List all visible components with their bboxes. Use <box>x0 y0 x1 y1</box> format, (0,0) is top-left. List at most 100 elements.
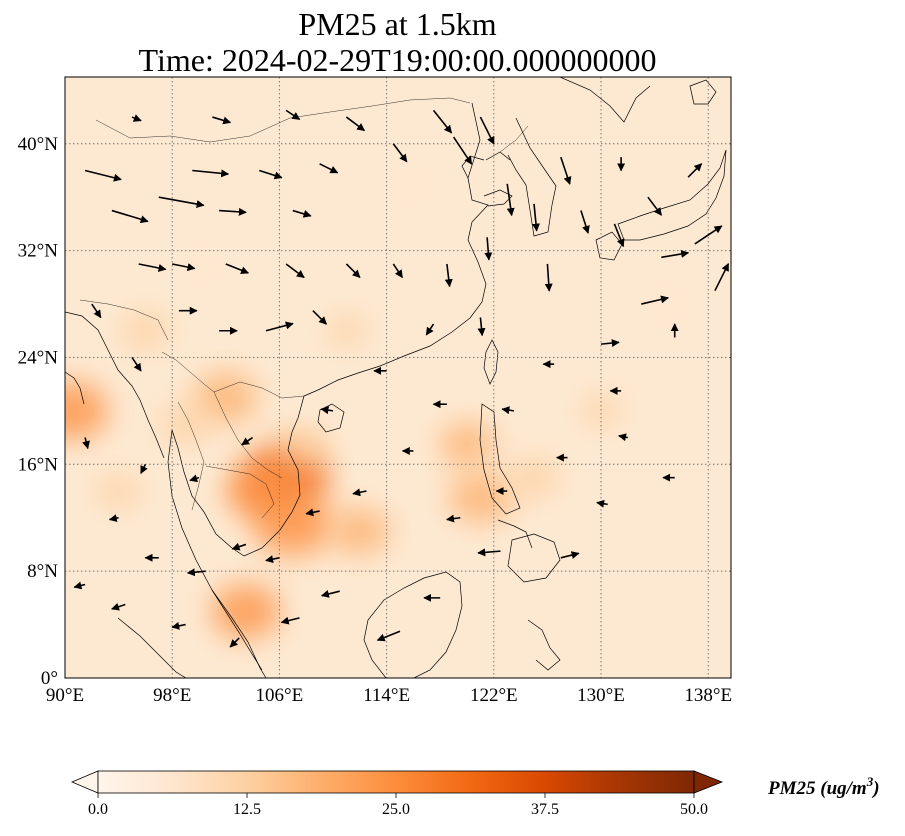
wind-vector-34 <box>265 555 280 564</box>
coastlines <box>65 77 727 678</box>
wind-vector-22 <box>345 263 361 279</box>
wind-vector-78 <box>131 114 142 122</box>
map-panel <box>64 76 732 679</box>
wind-vector-79 <box>212 116 232 125</box>
chart-title-line-1: PM25 at 1.5km <box>298 6 497 42</box>
x-tick-label-2: 106°E <box>256 685 304 706</box>
wind-vector-7 <box>292 209 312 218</box>
wind-vector-35 <box>305 508 320 517</box>
coastline-hainan <box>317 403 345 433</box>
pm25-hotspot-12 <box>95 472 142 510</box>
pm25-hotspot-18 <box>650 289 686 319</box>
coastline-mindanao <box>507 533 561 583</box>
wind-vector-74 <box>596 499 608 508</box>
wind-vector-58 <box>171 621 186 630</box>
wind-vector-42 <box>600 339 620 348</box>
coastline-malay-peninsula <box>211 589 263 671</box>
x-tick-label-4: 122°E <box>470 685 518 706</box>
wind-vector-17 <box>580 210 590 234</box>
coastline-shandong <box>483 189 513 207</box>
pm25-hotspot-3 <box>193 371 258 424</box>
wind-vectors <box>73 109 730 648</box>
colorbar-label-close: ) <box>871 778 879 799</box>
wind-vector-11 <box>432 109 453 134</box>
wind-vector-43 <box>641 295 669 305</box>
wind-vector-64 <box>320 406 334 415</box>
border-myanmar-thailand <box>177 401 205 511</box>
wind-vector-62 <box>189 474 200 483</box>
wind-vector-3 <box>158 196 205 208</box>
colorbar-tick-label-3: 37.5 <box>531 801 559 818</box>
coastline-visayas <box>497 519 533 549</box>
wind-vector-30 <box>108 514 119 523</box>
coastline-taiwan <box>483 339 499 385</box>
colorbar-ticks: 0.0 12.5 25.0 37.5 50.0 <box>88 793 708 818</box>
y-tick-label-3: 24°N <box>18 347 59 368</box>
coastline-india-east <box>65 371 85 405</box>
wind-vector-27 <box>131 357 142 372</box>
country-borders <box>79 97 529 519</box>
border-china-vietnam <box>213 381 305 399</box>
pm25-hotspot-15 <box>580 394 623 428</box>
y-tick-label-5: 40°N <box>18 134 59 155</box>
wind-vector-10 <box>392 143 408 163</box>
wind-vector-56 <box>280 616 300 625</box>
chart-title-line-2: Time: 2024-02-29T19:00:00.000000000 <box>138 42 657 78</box>
wind-vector-52 <box>477 548 501 557</box>
wind-vector-63 <box>241 436 254 446</box>
x-tick-label-3: 114°E <box>363 685 410 706</box>
wind-vector-9 <box>345 116 366 132</box>
wind-vector-28 <box>91 303 102 319</box>
wind-vector-70 <box>425 323 435 336</box>
coastline-korea <box>507 117 557 237</box>
coastline-japan-honshu <box>617 149 727 241</box>
wind-vector-8 <box>319 163 339 174</box>
wind-vector-59 <box>111 602 126 611</box>
coastline-sulawesi <box>527 619 561 671</box>
coastline-japan-kyushu <box>595 231 623 261</box>
coastline-russia-coast <box>559 77 651 123</box>
border-laos <box>213 391 283 479</box>
border-china-mongolia <box>95 97 471 143</box>
map-frame <box>64 76 732 679</box>
colorbar-over-extension <box>693 770 724 794</box>
graticule <box>65 77 731 678</box>
border-china-myanmar <box>161 351 215 393</box>
wind-vector-18 <box>544 263 553 292</box>
wind-vector-19 <box>484 237 493 261</box>
wind-vector-55 <box>320 590 340 598</box>
wind-vector-20 <box>444 263 453 288</box>
wind-vector-46 <box>714 262 730 292</box>
wind-vector-67 <box>501 406 515 415</box>
wind-vector-1 <box>111 209 149 224</box>
wind-vector-24 <box>265 321 294 332</box>
x-tick-label-5: 130°E <box>577 685 625 706</box>
colorbar-under-extension <box>70 770 99 794</box>
pm25-hotspot-14 <box>283 425 330 463</box>
border-china-korea <box>499 125 529 153</box>
pm25-hotspot-6 <box>448 472 513 524</box>
coastline-japan-hokkaido <box>689 79 717 105</box>
coastline-indochina-west <box>167 429 267 678</box>
wind-vector-12 <box>452 136 473 165</box>
pm25-hotspot-13 <box>325 313 368 348</box>
wind-vector-76 <box>225 263 250 275</box>
coastline-sumatra <box>117 617 187 678</box>
wind-vector-0 <box>84 169 122 182</box>
wind-vector-14 <box>506 183 515 217</box>
wind-vector-50 <box>687 163 703 178</box>
x-tick-label-1: 98°E <box>153 685 191 706</box>
pm25-hotspot-5 <box>211 583 281 639</box>
wind-vector-36 <box>352 488 367 497</box>
wind-vector-49 <box>613 223 625 248</box>
border-thailand-cambodia <box>205 465 275 519</box>
wind-vector-41 <box>618 433 628 442</box>
wind-vector-51 <box>560 551 580 559</box>
pm25-hotspot-16 <box>180 248 218 280</box>
colorbar-body <box>98 771 694 793</box>
wind-vector-6 <box>259 169 283 180</box>
wind-vector-57 <box>229 637 240 648</box>
y-tick-label-2: 16°N <box>18 454 59 475</box>
wind-vector-69 <box>477 317 486 337</box>
